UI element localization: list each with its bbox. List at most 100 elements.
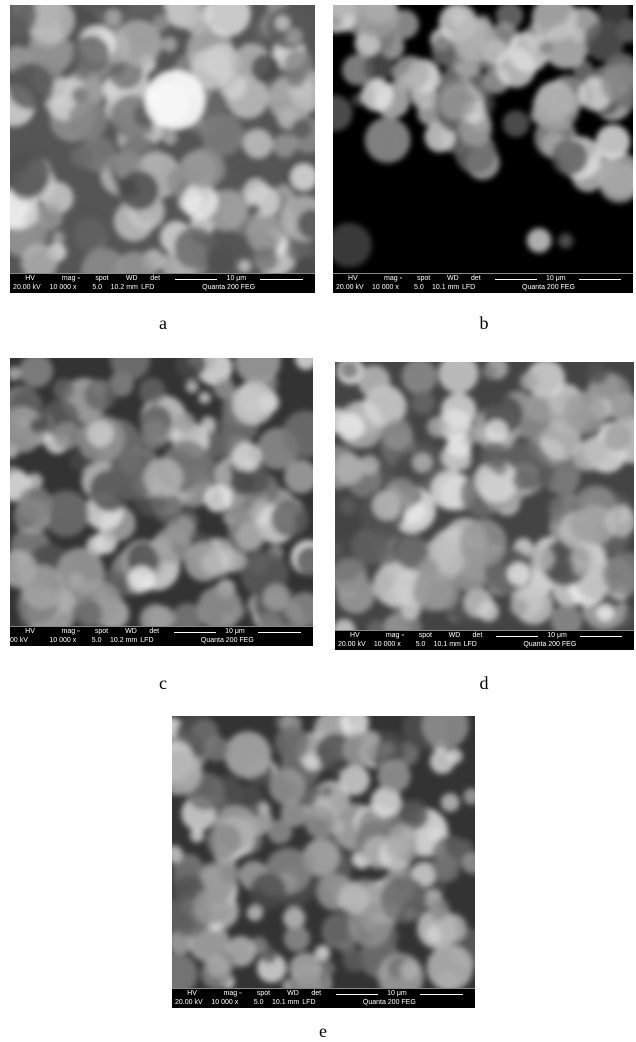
sem-image: HV mag ▫ spot WD det 10 μm 20.00 kV 10 000 x 5.0…: [335, 362, 634, 650]
particle: [231, 381, 276, 425]
particle: [437, 913, 467, 943]
bar-header: WD: [287, 990, 299, 997]
particle: [153, 493, 183, 524]
bar-value: 20.00 kV: [336, 284, 364, 291]
particle: [84, 379, 116, 412]
bar-value: 5.0: [253, 999, 264, 1006]
particle: [10, 151, 50, 198]
particle: [411, 390, 435, 415]
particle: [574, 406, 594, 426]
particle: [477, 600, 499, 622]
instrument: Quanta 200 FEG: [522, 284, 575, 291]
particle: [193, 888, 230, 925]
scale-line: [496, 636, 539, 637]
bar-value: 10 000 x: [373, 641, 401, 648]
particle: [514, 585, 554, 625]
bar-value: 10 000 x: [211, 999, 239, 1006]
particle: [53, 421, 82, 450]
particle: [333, 95, 353, 132]
particle: [184, 10, 209, 35]
particle: [519, 371, 539, 392]
bar-value: 10 000 x: [49, 284, 77, 291]
particle: [340, 362, 359, 379]
bar-header: spot: [417, 275, 431, 282]
particle: [187, 358, 203, 367]
bar-value: LFD: [463, 641, 477, 648]
particle: [107, 452, 156, 501]
particle: [463, 788, 475, 805]
sem-image: HV mag ▫ spot WD det 10 μm 20.00 kV 10 000 x 5.0…: [333, 5, 633, 293]
particle: [281, 410, 313, 458]
particle: [338, 764, 370, 796]
particle: [189, 828, 205, 843]
particle: [272, 133, 297, 158]
particle: [538, 40, 554, 56]
instrument: Quanta 200 FEG: [202, 284, 256, 291]
particle: [605, 506, 634, 537]
scale-line: [420, 994, 463, 995]
particle: [72, 35, 110, 74]
particle: [348, 903, 393, 948]
particle: [203, 43, 240, 80]
particle: [204, 5, 251, 37]
info-bar: HV mag ▫ spot WD det 10 μm 20.00 kV 10 000 x 5.0…: [172, 988, 475, 1008]
bar-value: LFD: [302, 999, 316, 1006]
particle: [172, 603, 204, 626]
particle: [342, 732, 378, 767]
scale-line: [579, 279, 621, 280]
bar-value: 00 kV: [10, 637, 28, 644]
panel-label: b: [479, 313, 489, 333]
particle: [509, 598, 528, 617]
particle: [502, 110, 530, 138]
particle: [182, 183, 219, 219]
particle: [446, 748, 463, 764]
scale-line: [260, 279, 303, 280]
particle: [67, 212, 107, 252]
particle: [438, 84, 475, 121]
particle: [267, 819, 293, 845]
particle: [558, 233, 574, 249]
bar-value: 10.2 mm: [109, 637, 138, 644]
particle: [603, 423, 631, 452]
scale-line: [174, 279, 218, 280]
sem-image: HV mag ▫ spot WD det 10 μm 20.00 kV 10 000 x 5.0…: [172, 716, 475, 1008]
particle: [274, 15, 291, 31]
particle: [206, 954, 230, 978]
scale-line: [495, 279, 537, 280]
particle: [412, 863, 436, 887]
particle: [426, 416, 449, 438]
particle: [204, 484, 233, 513]
particle: [140, 419, 170, 449]
particle: [551, 139, 589, 176]
particle: [323, 912, 356, 945]
bar-header: WD: [448, 632, 461, 639]
scale-label: 10 μm: [547, 632, 567, 639]
particle: [551, 467, 579, 496]
particle: [295, 358, 313, 370]
particle: [595, 124, 631, 160]
bar-header: WD: [125, 275, 138, 282]
particle: [153, 526, 192, 564]
particle: [335, 618, 356, 630]
particle: [201, 113, 244, 157]
particle: [532, 83, 580, 131]
particle: [68, 100, 108, 140]
particle: [274, 725, 310, 760]
particle: [267, 5, 311, 50]
particle: [198, 391, 211, 404]
particle: [583, 20, 625, 62]
particle: [530, 546, 555, 571]
panel-label: d: [479, 673, 489, 693]
particle: [128, 565, 156, 593]
particle: [302, 838, 340, 877]
particle: [27, 5, 75, 44]
scale-line: [258, 632, 301, 633]
particle: [599, 5, 630, 25]
particle: [603, 551, 634, 596]
bar-value: 10.2 mm: [110, 284, 138, 291]
particle: [598, 161, 633, 204]
particle: [432, 855, 460, 883]
particle: [161, 36, 178, 53]
particle: [426, 944, 474, 988]
bar-header: mag ▫: [385, 632, 404, 639]
